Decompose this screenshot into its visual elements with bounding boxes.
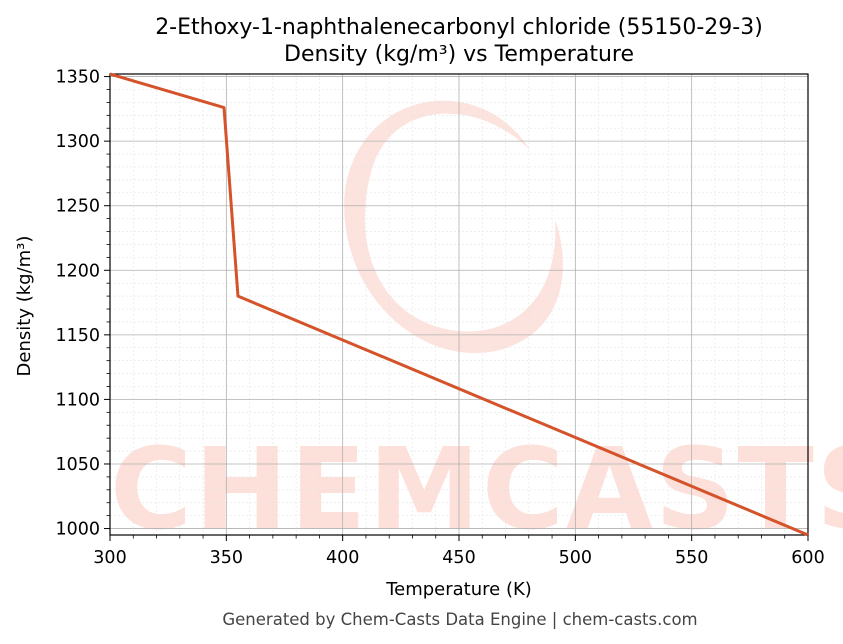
y-tick-label: 1100 bbox=[55, 390, 100, 410]
density-series-line bbox=[109, 72, 809, 537]
chemcasts-watermark: CHEMCASTS bbox=[110, 100, 843, 555]
y-tick-label: 1050 bbox=[55, 455, 100, 475]
chart-title-line1: 2-Ethoxy-1-naphthalenecarbonyl chloride … bbox=[155, 15, 763, 40]
x-tick-label: 450 bbox=[442, 548, 475, 568]
chart-title-line2: Density (kg/m³) vs Temperature bbox=[284, 42, 634, 67]
x-tick-label: 400 bbox=[326, 548, 359, 568]
series-layer bbox=[109, 72, 809, 537]
watermark-text: CHEMCASTS bbox=[110, 425, 843, 555]
watermark-swirl bbox=[344, 100, 563, 354]
x-axis-label: Temperature (K) bbox=[385, 579, 532, 600]
x-tick-label: 550 bbox=[675, 548, 708, 568]
y-tick-label: 1150 bbox=[55, 326, 100, 346]
y-tick-label: 1000 bbox=[55, 520, 100, 540]
y-tick-label: 1300 bbox=[55, 132, 100, 152]
x-tick-label: 350 bbox=[210, 548, 243, 568]
y-tick-label: 1200 bbox=[55, 261, 100, 281]
y-axis-label: Density (kg/m³) bbox=[14, 236, 35, 377]
y-tick-label: 1250 bbox=[55, 197, 100, 217]
x-tick-label: 300 bbox=[93, 548, 126, 568]
footer-credit: Generated by Chem-Casts Data Engine | ch… bbox=[222, 610, 697, 629]
y-tick-label: 1350 bbox=[55, 68, 100, 88]
x-tick-label: 500 bbox=[559, 548, 592, 568]
axis-ticks: 300 350 400 450 500 550 600 1000 1050 1100 1150 120… bbox=[55, 68, 824, 568]
x-tick-label: 600 bbox=[791, 548, 824, 568]
